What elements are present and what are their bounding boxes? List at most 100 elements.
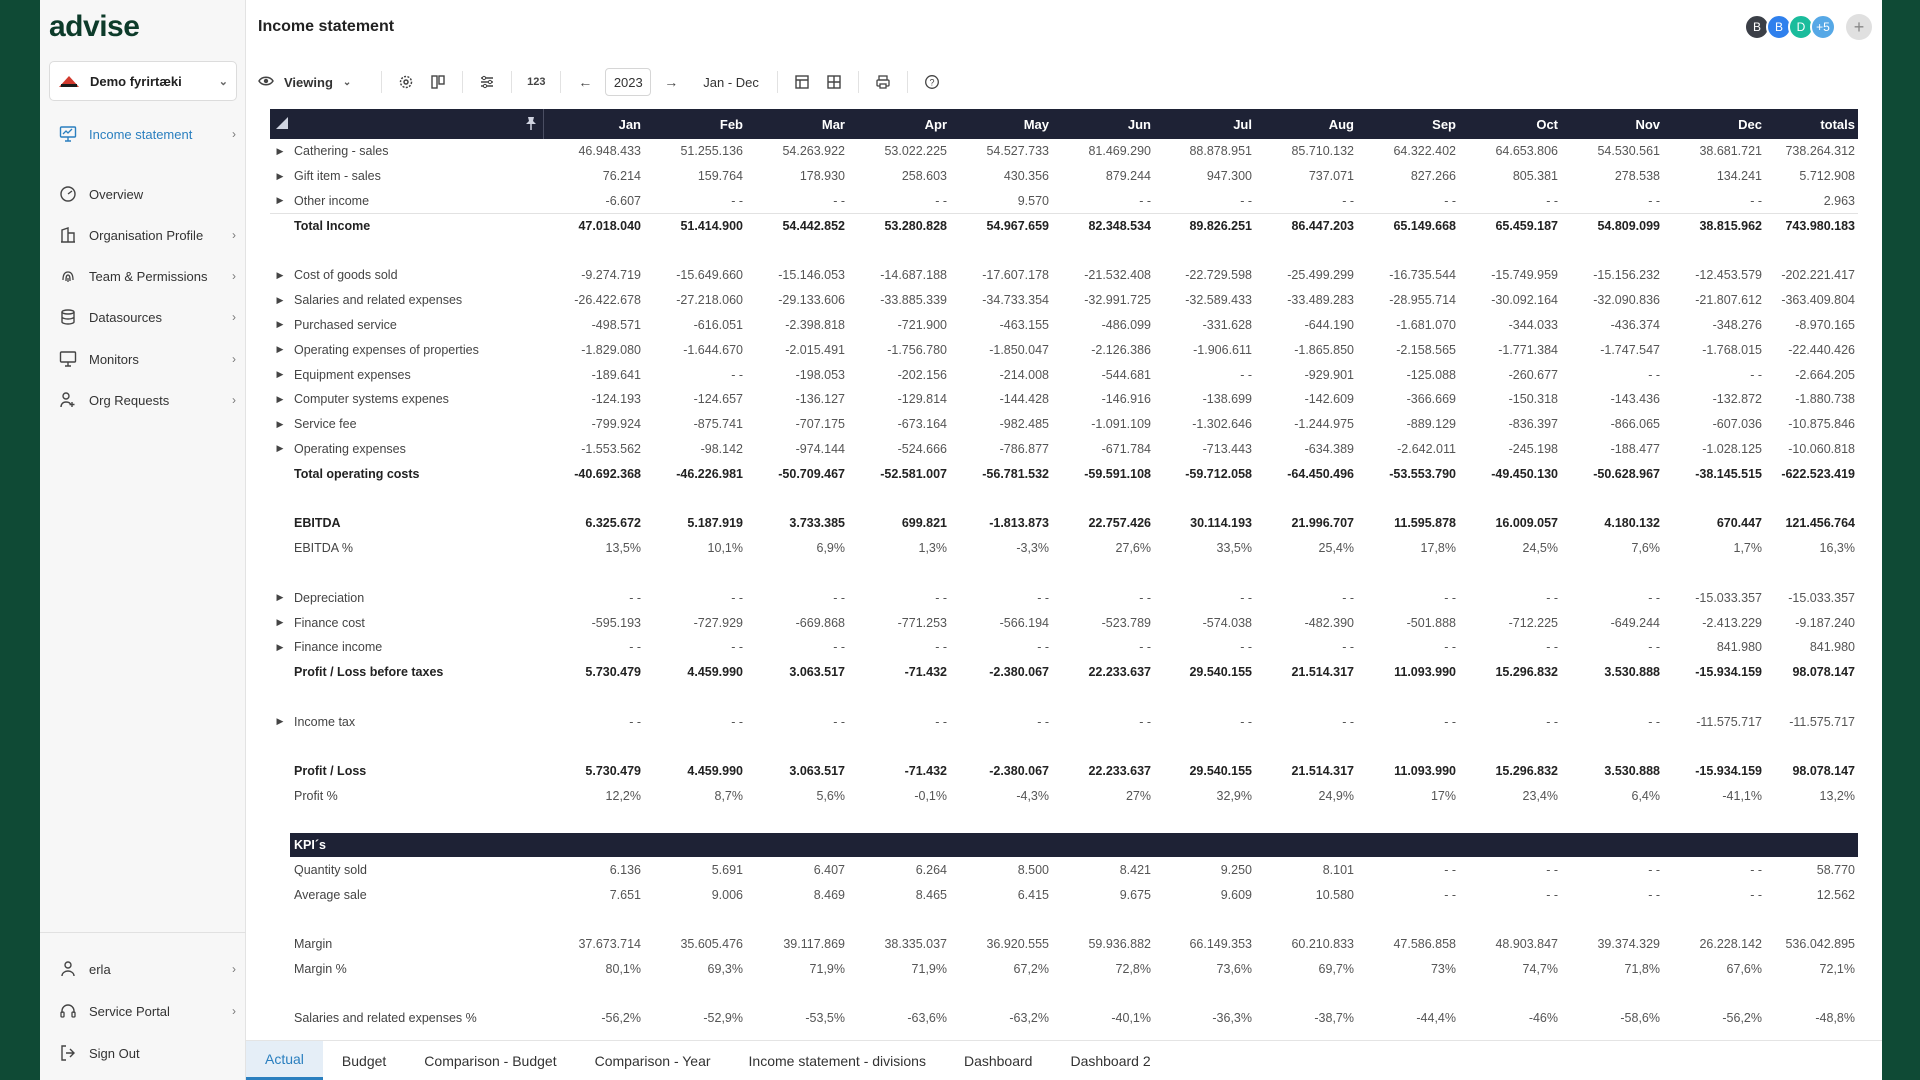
cell-apr[interactable]: -14.687.188 [880,268,947,283]
help-icon[interactable]: ? [916,66,948,98]
cell-oct[interactable]: 23,4% [1522,789,1558,804]
cell-totals[interactable]: -202.221.417 [1781,268,1855,283]
cell-jun[interactable]: -523.789 [1101,615,1151,630]
cell-totals[interactable]: 98.078.147 [1792,764,1855,779]
cell-feb[interactable]: 5.187.919 [687,516,743,531]
cell-may[interactable]: 6.415 [1017,887,1049,902]
cell-aug[interactable]: - - [1342,193,1354,208]
cell-jan[interactable]: -56,2% [601,1011,641,1026]
cell-apr[interactable]: -129.814 [897,392,947,407]
expand-caret-icon[interactable]: ▶ [276,443,284,454]
cell-jul[interactable]: 32,9% [1216,789,1252,804]
cell-jan[interactable]: -26.422.678 [574,293,641,308]
cell-feb[interactable]: -124.657 [693,392,743,407]
cell-apr[interactable]: -202.156 [897,367,947,382]
sidebar-item-erla[interactable]: erla › [58,956,236,982]
cell-feb[interactable]: 69,3% [707,961,743,976]
grid-icon[interactable] [818,66,850,98]
cell-jan[interactable]: -595.193 [591,615,641,630]
cell-aug[interactable]: -644.190 [1304,317,1354,332]
tab-dashboard-2[interactable]: Dashboard 2 [1070,1052,1151,1069]
expand-caret-icon[interactable]: ▶ [276,319,284,330]
sidebar-item-overview[interactable]: Overview [58,181,236,207]
cell-apr[interactable]: -52.581.007 [880,466,947,481]
cell-may[interactable]: -2.380.067 [989,665,1049,680]
expand-caret-icon[interactable]: ▶ [276,145,284,156]
cell-aug[interactable]: -142.609 [1304,392,1354,407]
cell-jan[interactable]: 13,5% [605,541,641,556]
cell-nov[interactable]: 4.180.132 [1604,516,1660,531]
cell-jul[interactable]: 30.114.193 [1190,516,1252,531]
cell-may[interactable]: -463.155 [999,317,1049,332]
cell-jul[interactable]: 9.609 [1220,887,1252,902]
cell-apr[interactable]: -0,1% [914,789,947,804]
cell-may[interactable]: -17.607.178 [982,268,1049,283]
pin-icon[interactable] [290,109,544,139]
cell-aug[interactable]: -929.901 [1304,367,1354,382]
cell-apr[interactable]: 699.821 [901,516,947,531]
tab-budget[interactable]: Budget [341,1052,387,1069]
cell-aug[interactable]: - - [1342,590,1354,605]
expand-caret-icon[interactable]: ▶ [276,344,284,355]
cell-jan[interactable]: -124.193 [591,392,641,407]
tab-dashboard[interactable]: Dashboard [963,1052,1033,1069]
table-layout-icon[interactable] [786,66,818,98]
cell-apr[interactable]: -524.666 [897,441,947,456]
sidebar-item-team-permissions[interactable]: Team & Permissions › [58,263,236,289]
expand-caret-icon[interactable]: ▶ [276,269,284,280]
cell-feb[interactable]: - - [731,367,743,382]
column-header-totals[interactable]: totals [1765,109,1858,139]
cell-totals[interactable]: 841.980 [1809,640,1855,655]
cell-feb[interactable]: - - [731,193,743,208]
cell-dec[interactable]: -132.872 [1712,392,1762,407]
cell-jan[interactable]: 6.136 [609,862,641,877]
cell-aug[interactable]: -1.865.850 [1294,342,1354,357]
cell-jan[interactable]: 80,1% [605,961,641,976]
cell-totals[interactable]: -15.033.357 [1788,590,1855,605]
cell-jul[interactable]: - - [1240,193,1252,208]
sidebar-item-organisation-profile[interactable]: Organisation Profile › [58,222,236,248]
cell-apr[interactable]: -63,6% [907,1011,947,1026]
cell-feb[interactable]: 8,7% [714,789,744,804]
cell-totals[interactable]: -48,8% [1815,1011,1855,1026]
year-input[interactable]: 2023 [605,68,652,96]
cell-feb[interactable]: -27.218.060 [676,293,743,308]
cell-nov[interactable]: - - [1648,590,1660,605]
cell-apr[interactable]: -721.900 [897,317,947,332]
cell-aug[interactable]: 10.580 [1315,887,1354,902]
cell-jan[interactable]: -498.571 [591,317,641,332]
print-icon[interactable] [867,66,899,98]
expand-caret-icon[interactable]: ▶ [276,617,284,628]
cell-apr[interactable]: -33.885.339 [880,293,947,308]
cell-apr[interactable]: 53.280.828 [848,212,950,239]
cell-mar[interactable]: 3.063.517 [789,665,845,680]
cell-dec[interactable]: 670.447 [1716,516,1762,531]
cell-may[interactable]: 8.500 [1017,862,1049,877]
cell-mar[interactable]: - - [833,193,845,208]
cell-sep[interactable]: 11.093.990 [1394,665,1456,680]
cell-may[interactable]: - - [1037,714,1049,729]
cell-apr[interactable]: 71,9% [911,961,947,976]
cell-totals[interactable]: -9.187.240 [1795,615,1855,630]
cell-oct[interactable]: -30.092.164 [1491,293,1558,308]
cell-jul[interactable]: -713.443 [1202,441,1252,456]
cell-totals[interactable]: 2.963 [1823,193,1855,208]
cell-oct[interactable]: 65.459.187 [1459,212,1561,239]
cell-jan[interactable]: 76.214 [602,169,641,184]
cell-jan[interactable]: -1.553.562 [581,441,641,456]
cell-may[interactable]: 54.967.659 [950,212,1052,239]
cell-feb[interactable]: 4.459.990 [687,764,743,779]
cell-oct[interactable]: - - [1546,590,1558,605]
column-header-jan[interactable]: Jan [543,109,644,139]
cell-nov[interactable]: 6,4% [1631,789,1661,804]
cell-apr[interactable]: -71.432 [904,764,947,779]
cell-mar[interactable]: -50.709.467 [778,466,845,481]
sidebar-item-datasources[interactable]: Datasources › [58,304,236,330]
cell-jul[interactable]: -22.729.598 [1185,268,1252,283]
cell-dec[interactable]: -41,1% [1722,789,1762,804]
cell-jun[interactable]: - - [1139,590,1151,605]
cell-feb[interactable]: 4.459.990 [687,665,743,680]
cell-oct[interactable]: 48.903.847 [1495,937,1558,952]
cell-jul[interactable]: 947.300 [1206,169,1252,184]
cell-feb[interactable]: 51.255.136 [680,144,743,159]
